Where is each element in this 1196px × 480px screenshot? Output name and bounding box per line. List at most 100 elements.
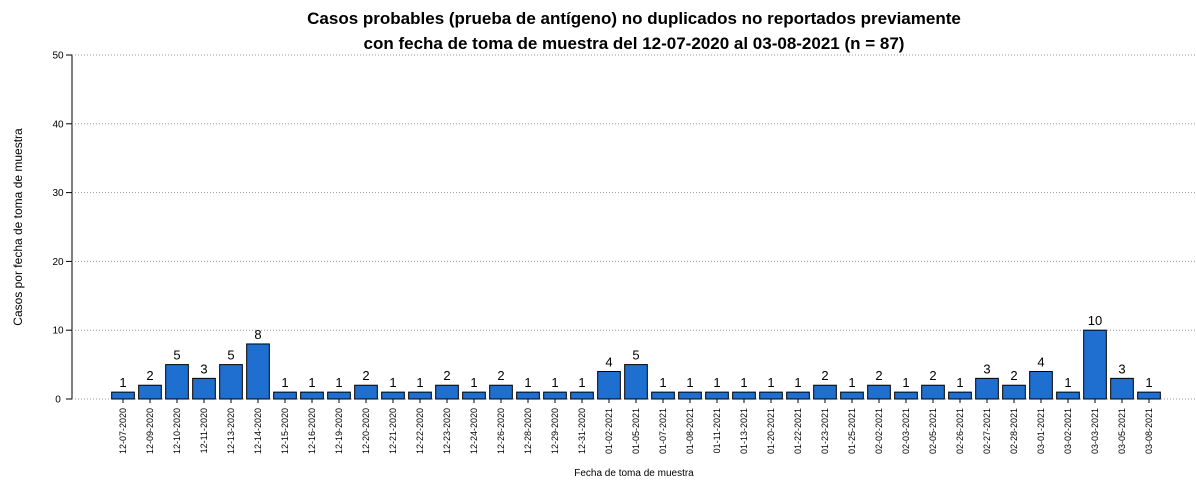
value-label: 2 [497, 368, 504, 383]
bar [759, 391, 783, 400]
bar [219, 364, 243, 400]
bar [1137, 391, 1161, 400]
value-label: 5 [632, 348, 639, 363]
value-label: 1 [389, 375, 396, 390]
x-tick-label: 03-05-2021 [1117, 408, 1127, 454]
bar [813, 384, 837, 400]
x-tick-label: 12-23-2020 [442, 408, 452, 454]
value-label: 5 [227, 348, 234, 363]
bar [1056, 391, 1080, 400]
bar [300, 391, 324, 400]
value-label: 1 [794, 375, 801, 390]
x-tick-label: 01-20-2021 [766, 408, 776, 454]
x-tick-label: 12-16-2020 [307, 408, 317, 454]
value-label: 1 [740, 375, 747, 390]
value-label: 5 [173, 348, 180, 363]
x-tick-label: 02-02-2021 [874, 408, 884, 454]
bar [435, 384, 459, 400]
bar [327, 391, 351, 400]
x-axis-title: Fecha de toma de muestra [574, 468, 694, 479]
bar [354, 384, 378, 400]
x-tick-label: 12-22-2020 [415, 408, 425, 454]
bar [1002, 384, 1026, 400]
bar [543, 391, 567, 400]
x-tick-label: 12-24-2020 [469, 408, 479, 454]
bar [516, 391, 540, 400]
value-label: 1 [119, 375, 126, 390]
bar [489, 384, 513, 400]
value-label: 1 [1145, 375, 1152, 390]
bar [273, 391, 297, 400]
x-tick-label: 03-01-2021 [1036, 408, 1046, 454]
bar [732, 391, 756, 400]
x-tick-label: 01-11-2021 [712, 408, 722, 453]
x-tick-label: 01-25-2021 [847, 408, 857, 454]
value-label: 1 [713, 375, 720, 390]
value-label: 3 [200, 361, 207, 376]
x-tick-label: 12-26-2020 [496, 408, 506, 454]
value-label: 1 [578, 375, 585, 390]
bar [462, 391, 486, 400]
y-axis-title: Casos por fecha de toma de muestra [11, 128, 25, 326]
x-tick-label: 01-07-2021 [658, 408, 668, 454]
value-label: 4 [605, 354, 612, 369]
bar [1083, 329, 1107, 400]
x-tick-label: 12-20-2020 [361, 408, 371, 454]
bar [705, 391, 729, 400]
x-tick-label: 03-08-2021 [1144, 408, 1154, 454]
bar [651, 391, 675, 400]
x-tick-label: 12-29-2020 [550, 408, 560, 454]
value-label: 2 [875, 368, 882, 383]
y-tick-label: 50 [52, 51, 64, 62]
value-label: 1 [308, 375, 315, 390]
value-label: 1 [659, 375, 666, 390]
value-label: 2 [443, 368, 450, 383]
x-tick-label: 03-03-2021 [1090, 408, 1100, 454]
value-label: 8 [254, 327, 261, 342]
value-label: 1 [1064, 375, 1071, 390]
y-tick-label: 20 [52, 257, 64, 268]
x-tick-label: 01-13-2021 [739, 408, 749, 454]
x-tick-label: 12-19-2020 [334, 408, 344, 454]
x-tick-label: 12-11-2020 [199, 408, 209, 453]
bar [381, 391, 405, 400]
bar [408, 391, 432, 400]
bar [111, 391, 135, 400]
value-label: 1 [281, 375, 288, 390]
x-tick-label: 02-05-2021 [928, 408, 938, 454]
x-tick-label: 12-13-2020 [226, 408, 236, 454]
value-label: 10 [1088, 313, 1102, 328]
bar [678, 391, 702, 400]
x-tick-label: 02-27-2021 [982, 408, 992, 454]
y-tick-label: 10 [52, 326, 64, 337]
bar [948, 391, 972, 400]
bar [570, 391, 594, 400]
x-tick-label: 02-26-2021 [955, 408, 965, 454]
chart-title: Casos probables (prueba de antígeno) no … [307, 9, 961, 28]
value-label: 2 [362, 368, 369, 383]
value-label: 1 [956, 375, 963, 390]
value-label: 1 [902, 375, 909, 390]
x-tick-label: 01-22-2021 [793, 408, 803, 454]
y-tick-label: 40 [52, 119, 64, 130]
bar [246, 343, 270, 400]
bar [138, 384, 162, 400]
y-tick-label: 30 [52, 188, 64, 199]
x-tick-label: 12-21-2020 [388, 408, 398, 454]
x-tick-label: 12-10-2020 [172, 408, 182, 454]
x-tick-label: 12-28-2020 [523, 408, 533, 454]
value-label: 1 [551, 375, 558, 390]
value-label: 2 [146, 368, 153, 383]
x-tick-label: 12-07-2020 [118, 408, 128, 454]
bar [1110, 377, 1134, 400]
value-label: 1 [848, 375, 855, 390]
bar [1029, 370, 1053, 400]
x-tick-label: 01-08-2021 [685, 408, 695, 454]
value-label: 3 [983, 361, 990, 376]
value-label: 1 [335, 375, 342, 390]
x-tick-label: 12-14-2020 [253, 408, 263, 454]
bar [624, 364, 648, 400]
bar [165, 364, 189, 400]
y-tick-label: 0 [55, 395, 61, 406]
